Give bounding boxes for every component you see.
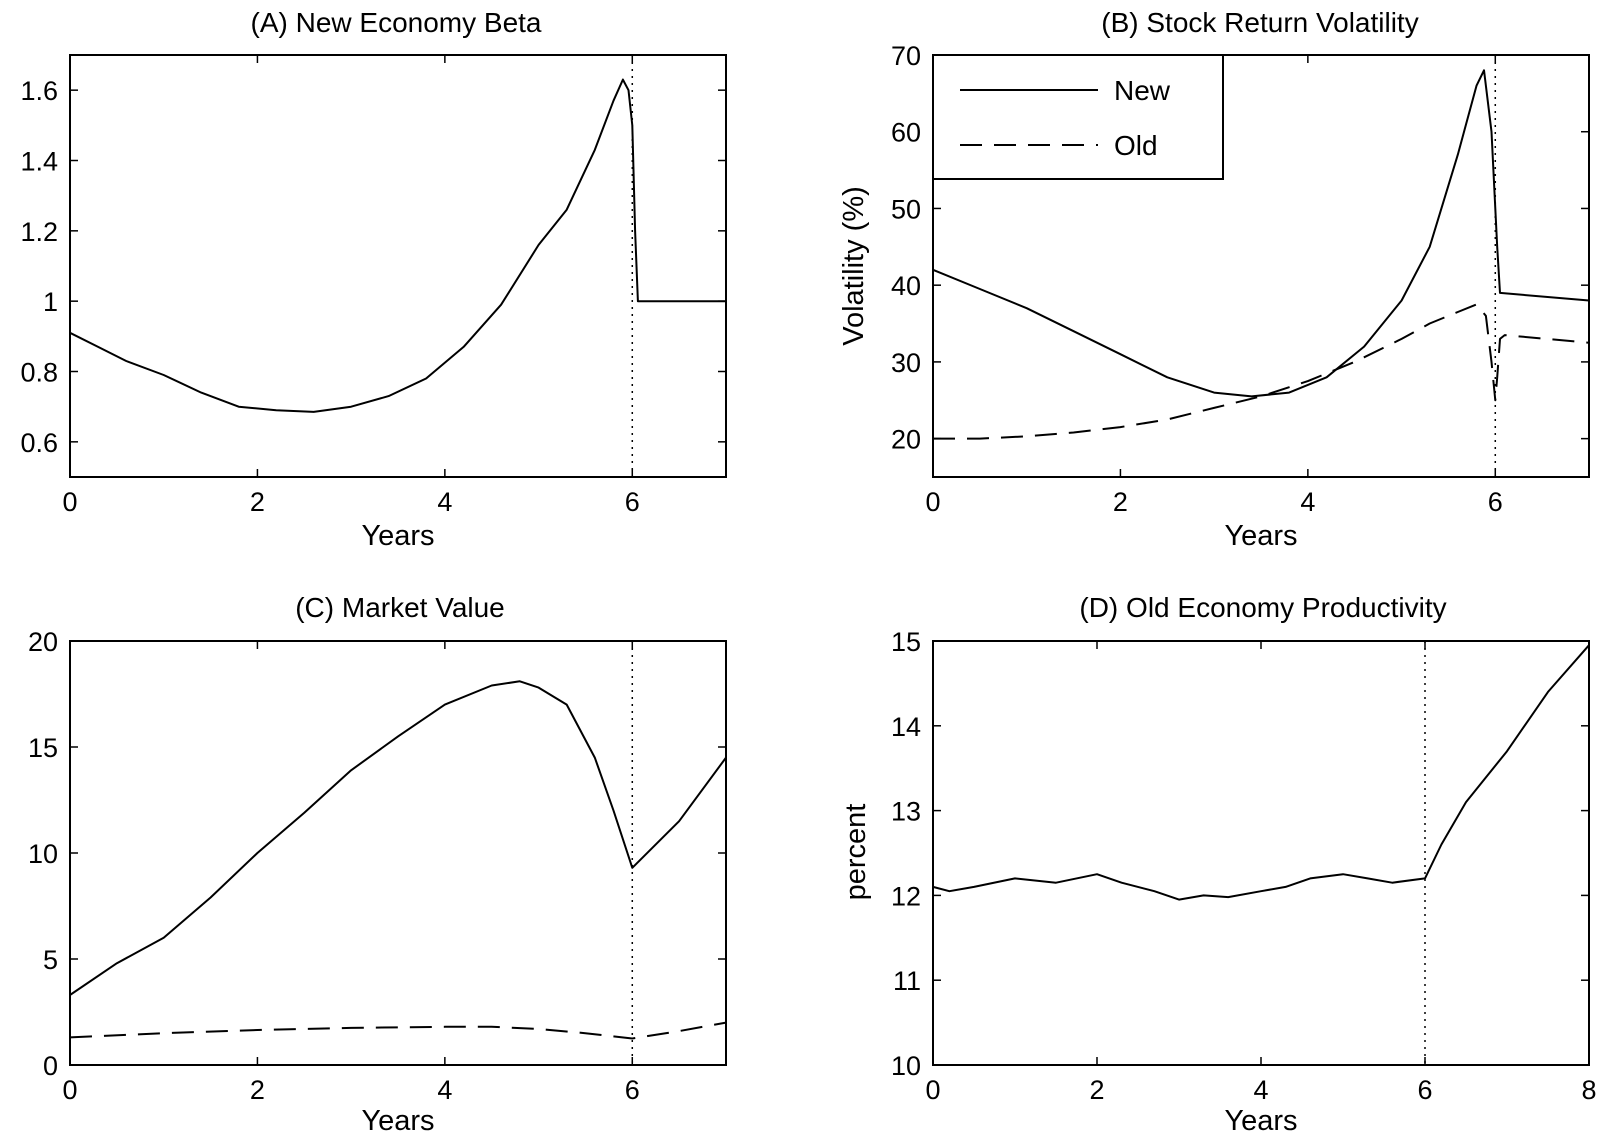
panel-a-ytick-label: 1 (43, 287, 58, 317)
panel-a-xtick-label: 4 (437, 487, 452, 517)
legend-box (932, 54, 1224, 180)
panel-d-xtick-label: 8 (1581, 1075, 1596, 1105)
panel-a-axes-box (69, 54, 727, 478)
panel-b-curves (932, 55, 1590, 477)
panel-c-ticks: 0 2 4 6 0 5 10 15 20 (28, 627, 726, 1105)
panel-b-ytick-label: 60 (891, 118, 921, 148)
panel-b-xtick-label: 2 (1113, 487, 1128, 517)
panel-a-xtick-label: 0 (62, 487, 77, 517)
panel-b-legend: New Old (932, 54, 1224, 180)
panel-c-ytick-label: 10 (28, 839, 58, 869)
panel-c-xtick-label: 6 (625, 1075, 640, 1105)
panel-c-ytick-label: 5 (43, 945, 58, 975)
panel-d: (D) Old Economy Productivity 0 2 4 6 8 10 11 12… (840, 592, 1597, 1137)
panel-d-xtick-label: 0 (925, 1075, 940, 1105)
legend-label-new: New (1114, 75, 1171, 106)
panel-a-ytick-label: 0.8 (20, 358, 58, 388)
panel-c-xlabel: Years (361, 1105, 434, 1137)
panel-a-ytick-label: 1.2 (20, 217, 58, 247)
panel-c-ytick-label: 15 (28, 733, 58, 763)
panel-a: (A) New Economy Beta 0 2 4 6 0.6 0.8 1 1.2 1.4 1.… (20, 7, 727, 552)
panel-c: (C) Market Value 0 2 4 6 0 5 10 15 20 Years (28, 592, 727, 1137)
panel-a-curves (69, 55, 726, 477)
panel-c-ytick-label: 20 (28, 627, 58, 657)
panel-d-axes-box (932, 640, 1590, 1066)
panel-b-ytick-label: 20 (891, 425, 921, 455)
panel-b-series-solid-line (932, 69, 1590, 398)
panel-a-title: (A) New Economy Beta (251, 7, 542, 38)
panel-d-series-solid-line (932, 644, 1590, 901)
panel-c-xtick-label: 4 (437, 1075, 452, 1105)
panel-b-xtick-label: 4 (1300, 487, 1315, 517)
panel-c-title: (C) Market Value (295, 592, 505, 623)
panel-c-axes-box (69, 640, 727, 1066)
panel-b-axes-box (932, 54, 1590, 478)
panel-a-ticks: 0 2 4 6 0.6 0.8 1 1.2 1.4 1.6 (20, 55, 726, 517)
panel-a-xlabel: Years (361, 520, 434, 552)
panel-b-ylabel: Volatility (%) (838, 186, 870, 346)
panel-d-ytick-label: 10 (891, 1051, 921, 1081)
legend-label-old: Old (1114, 130, 1158, 161)
panel-b-ytick-label: 40 (891, 271, 921, 301)
panel-c-ytick-label: 0 (43, 1051, 58, 1081)
panel-c-xtick-label: 2 (250, 1075, 265, 1105)
panel-d-xtick-label: 6 (1417, 1075, 1432, 1105)
panel-b-xlabel: Years (1224, 520, 1297, 552)
panel-c-xtick-label: 0 (62, 1075, 77, 1105)
panel-d-ytick-label: 15 (891, 627, 921, 657)
panel-d-ticks: 0 2 4 6 8 10 11 12 13 14 15 (891, 627, 1597, 1105)
panel-b: (B) Stock Return Volatility 0 2 4 6 20 30 40 50… (838, 7, 1590, 552)
panel-a-ytick-label: 0.6 (20, 428, 58, 458)
panel-d-ytick-label: 13 (891, 797, 921, 827)
panel-d-xtick-label: 4 (1253, 1075, 1268, 1105)
panel-b-title: (B) Stock Return Volatility (1101, 7, 1418, 38)
panel-c-series-dashed-line (69, 1021, 727, 1040)
panel-b-ytick-label: 30 (891, 348, 921, 378)
panel-d-xlabel: Years (1224, 1105, 1297, 1137)
panel-d-title: (D) Old Economy Productivity (1079, 592, 1446, 623)
panel-c-series-solid-line (69, 680, 727, 996)
panel-d-ytick-label: 14 (891, 712, 921, 742)
panel-b-ytick-label: 70 (891, 41, 921, 71)
panel-b-xtick-label: 6 (1488, 487, 1503, 517)
panel-c-curves (69, 641, 727, 1065)
panel-a-xtick-label: 6 (625, 487, 640, 517)
panel-a-xtick-label: 2 (250, 487, 265, 517)
panel-a-series-solid-line (69, 78, 726, 413)
panel-d-ylabel: percent (840, 804, 872, 901)
panel-d-curves (932, 641, 1590, 1065)
panel-b-xtick-label: 0 (925, 487, 940, 517)
panel-a-ytick-label: 1.6 (20, 76, 58, 106)
panel-a-ytick-label: 1.4 (20, 147, 58, 177)
panel-d-xtick-label: 2 (1089, 1075, 1104, 1105)
panel-d-ytick-label: 11 (893, 966, 921, 996)
panel-b-series-dashed-line (933, 303, 1590, 440)
panel-d-ytick-label: 12 (891, 881, 921, 911)
panel-b-ytick-label: 50 (891, 194, 921, 224)
